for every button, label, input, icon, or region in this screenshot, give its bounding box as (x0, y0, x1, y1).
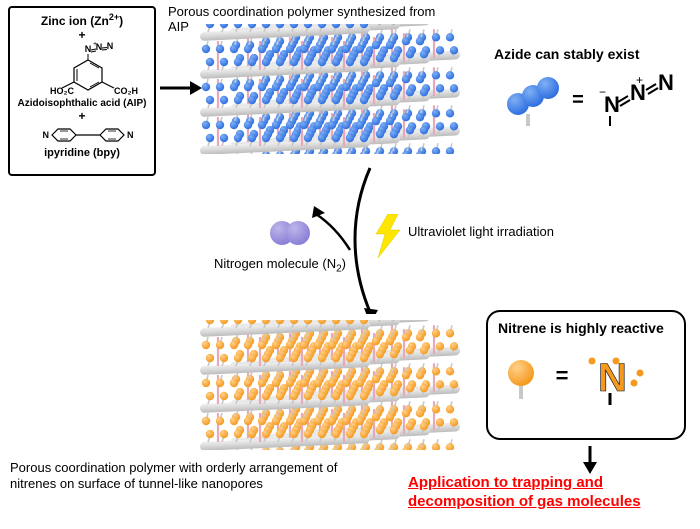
n2-release-arrow (310, 204, 354, 254)
n2-molecule-icon (268, 218, 312, 253)
svg-text:−: − (106, 42, 110, 46)
plus-2: + (78, 110, 85, 122)
svg-text:HO₂C: HO₂C (50, 86, 74, 96)
svg-text:N: N (604, 92, 620, 117)
svg-text:N: N (127, 130, 134, 140)
nitrene-equation: = N (498, 341, 674, 411)
application-text: Application to trapping and decompositio… (408, 474, 698, 512)
svg-text:N: N (43, 130, 50, 140)
svg-text:CO₂H: CO₂H (114, 86, 138, 96)
nitrene-title: Nitrene is highly reactive (498, 320, 674, 337)
bpy-structure: N N (14, 125, 150, 145)
bpy-label: ipyridine (bpy) (44, 147, 120, 159)
azide-caption: Azide can stably exist (494, 46, 694, 62)
arrow-reagents-to-lattice (158, 78, 202, 98)
reagents-box: Zinc ion (Zn2+) + N N N + − HO₂C CO₂H Az (8, 6, 156, 176)
svg-text:=: = (556, 363, 569, 388)
equals-sign: = (572, 89, 584, 111)
svg-text:N: N (598, 356, 627, 400)
zinc-label: Zinc ion (Zn2+) (41, 12, 123, 28)
aip-structure: N N N + − HO₂C CO₂H (14, 42, 150, 98)
uv-label: Ultraviolet light irradiation (408, 224, 554, 239)
lattice-azide (200, 24, 470, 154)
svg-text:N: N (85, 44, 92, 54)
bottom-caption: Porous coordination polymer with orderly… (10, 460, 360, 493)
azide-equation: = N − N + N (500, 72, 690, 128)
svg-text:+: + (636, 73, 643, 87)
n2-label: Nitrogen molecule (N2) (214, 256, 346, 275)
arrow-nitrene-to-application (580, 444, 600, 474)
plus-1: + (78, 29, 85, 41)
lattice-nitrene (200, 320, 470, 450)
svg-text:N: N (658, 72, 674, 95)
svg-text:−: − (599, 85, 606, 99)
nitrene-box: Nitrene is highly reactive = N (486, 310, 686, 440)
lightning-icon (370, 214, 404, 258)
aip-label: Azidoisophthalic acid (AIP) (18, 98, 147, 109)
svg-text:+: + (93, 42, 97, 48)
